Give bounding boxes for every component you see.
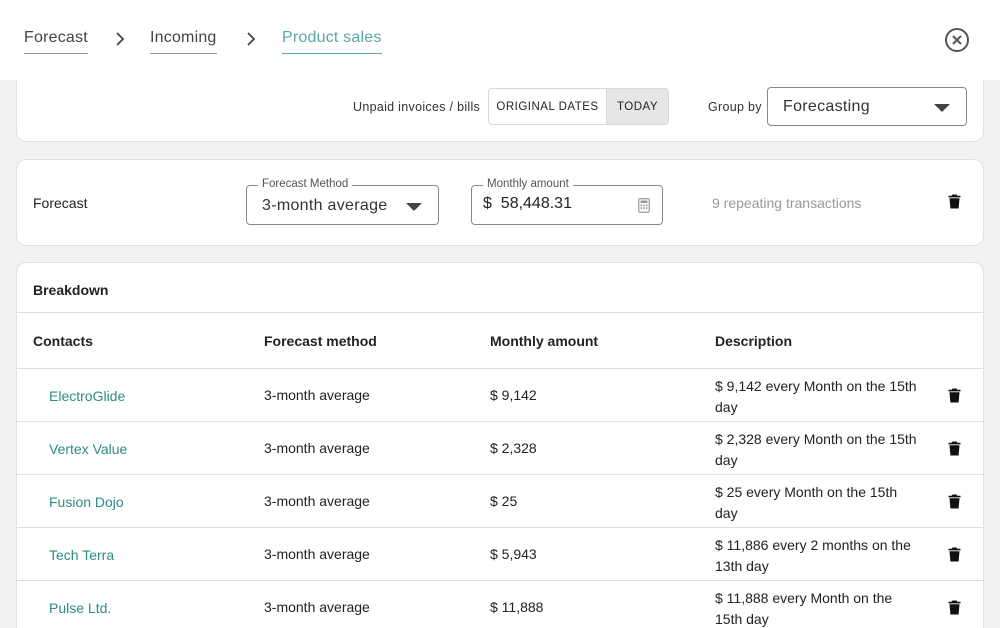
- row-forecast-method: 3-month average: [264, 387, 370, 403]
- row-monthly-amount: $ 2,328: [490, 440, 537, 456]
- forecast-panel: Forecast Forecast Method 3-month average…: [16, 159, 984, 246]
- unpaid-invoices-label: Unpaid invoices / bills: [353, 100, 481, 114]
- breadcrumb-incoming[interactable]: Incoming: [150, 29, 217, 54]
- breakdown-title: Breakdown: [33, 282, 109, 298]
- original-dates-button[interactable]: ORIGINAL DATES: [496, 100, 599, 113]
- today-button[interactable]: TODAY: [606, 89, 668, 124]
- breakdown-panel: Breakdown Contacts Forecast method Month…: [16, 262, 984, 628]
- monthly-amount-field: Monthly amount: [471, 178, 663, 225]
- row-description: $ 9,142 every Month on the 15th day: [715, 378, 917, 415]
- close-icon[interactable]: [944, 27, 970, 53]
- contact-link[interactable]: Pulse Ltd.: [49, 600, 112, 616]
- date-mode-toggle: ORIGINAL DATES TODAY: [488, 88, 669, 125]
- trash-icon[interactable]: [948, 547, 961, 562]
- row-description: $ 2,328 every Month on the 15th day: [715, 431, 917, 468]
- row-monthly-amount: $ 11,888: [490, 599, 544, 615]
- caret-down-icon: [406, 203, 422, 211]
- trash-icon[interactable]: [948, 194, 961, 209]
- forecast-method-select[interactable]: Forecast Method 3-month average: [246, 178, 439, 225]
- forecast-label: Forecast: [33, 195, 88, 211]
- chevron-right-icon: [113, 30, 127, 48]
- breadcrumb-forecast[interactable]: Forecast: [24, 29, 88, 54]
- repeating-transactions-count: 9 repeating transactions: [712, 195, 862, 211]
- column-header-contacts: Contacts: [33, 333, 93, 349]
- table-row: Vertex Value 3-month average $ 2,328 $ 2…: [17, 422, 983, 475]
- trash-icon[interactable]: [948, 388, 961, 403]
- contact-link[interactable]: Fusion Dojo: [49, 494, 124, 510]
- contact-link[interactable]: Tech Terra: [49, 547, 115, 563]
- group-by-value: Forecasting: [783, 98, 870, 115]
- contact-link[interactable]: Vertex Value: [49, 441, 128, 457]
- trash-icon[interactable]: [948, 600, 961, 615]
- row-monthly-amount: $ 25: [490, 493, 518, 509]
- forecast-method-label: Forecast Method: [258, 178, 353, 190]
- divider: [17, 368, 983, 369]
- group-by-label: Group by: [708, 100, 762, 114]
- monthly-amount-input[interactable]: [483, 195, 633, 213]
- trash-icon[interactable]: [948, 441, 961, 456]
- row-forecast-method: 3-month average: [264, 493, 370, 509]
- monthly-amount-label: Monthly amount: [483, 178, 573, 190]
- divider: [17, 312, 983, 313]
- caret-down-icon: [934, 104, 950, 112]
- column-header-description: Description: [715, 333, 793, 349]
- table-row: Tech Terra 3-month average $ 5,943 $ 11,…: [17, 528, 983, 581]
- table-row: Fusion Dojo 3-month average $ 25 $ 25 ev…: [17, 475, 983, 528]
- row-monthly-amount: $ 9,142: [490, 387, 537, 403]
- group-by-select[interactable]: Forecasting: [767, 87, 967, 126]
- calculator-icon[interactable]: [638, 198, 650, 213]
- row-description: $ 25 every Month on the 15th day: [715, 484, 898, 521]
- contact-link[interactable]: ElectroGlide: [49, 388, 126, 404]
- row-forecast-method: 3-month average: [264, 599, 370, 615]
- column-header-monthly-amount: Monthly amount: [490, 333, 599, 349]
- table-row: Pulse Ltd. 3-month average $ 11,888 $ 11…: [17, 581, 983, 628]
- row-description: $ 11,888 every Month on the 15th day: [715, 590, 893, 627]
- row-monthly-amount: $ 5,943: [490, 546, 537, 562]
- trash-icon[interactable]: [948, 494, 961, 509]
- table-row: ElectroGlide 3-month average $ 9,142 $ 9…: [17, 369, 983, 422]
- row-forecast-method: 3-month average: [264, 440, 370, 456]
- chevron-right-icon: [244, 30, 258, 48]
- forecast-method-value: 3-month average: [262, 197, 388, 214]
- row-description: $ 11,886 every 2 months on the 13th day: [715, 537, 911, 574]
- row-forecast-method: 3-month average: [264, 546, 370, 562]
- column-header-forecast-method: Forecast method: [264, 333, 377, 349]
- breadcrumb-product-sales: Product sales: [282, 29, 382, 54]
- header-bar: Forecast Incoming Product sales: [0, 0, 1000, 80]
